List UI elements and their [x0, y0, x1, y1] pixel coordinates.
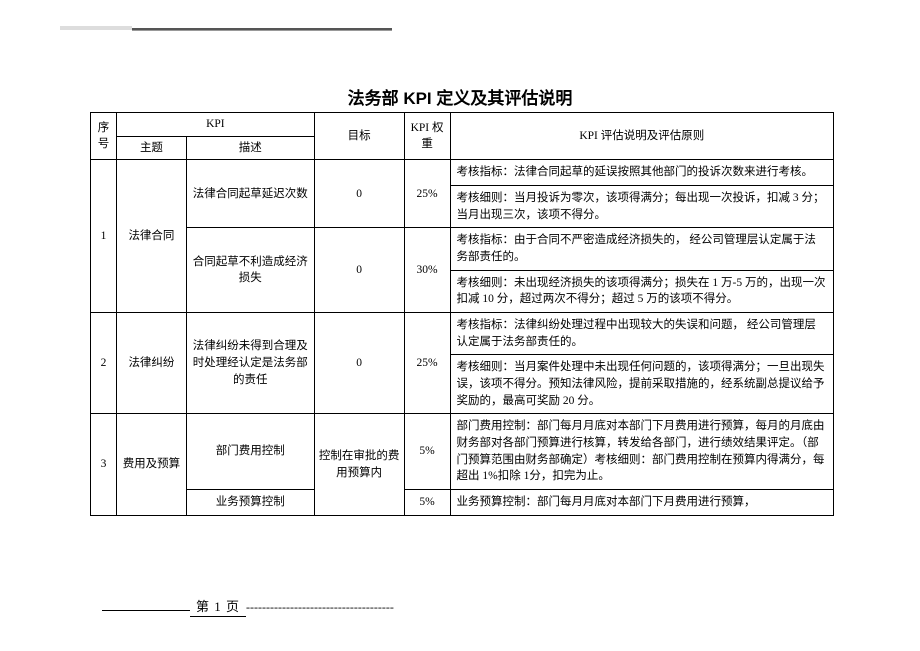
footer-leading-line	[102, 610, 190, 611]
cell-weight: 25%	[404, 160, 450, 228]
header-divider	[132, 28, 392, 31]
page-number: 第 1 页	[190, 596, 246, 617]
table-header-row-1: 序号 KPI 目标 KPI 权重 KPI 评估说明及评估原则	[91, 113, 834, 137]
col-topic-header: 主题	[116, 136, 186, 160]
cell-goal: 控制在审批的费用预算内	[314, 414, 404, 515]
table-row: 3 费用及预算 部门费用控制 控制在审批的费用预算内 5% 部门费用控制：部门每…	[91, 414, 834, 490]
cell-seq: 3	[91, 414, 117, 515]
table-row: 2 法律纠纷 法律纠纷未得到合理及时处理经认定是法务部的责任 0 25% 考核指…	[91, 313, 834, 355]
cell-note: 考核指标：法律合同起草的延误按照其他部门的投诉次数来进行考核。	[450, 160, 833, 186]
col-seq-header: 序号	[91, 113, 117, 160]
cell-note: 业务预算控制：部门每月月底对本部门下月费用进行预算，	[450, 490, 833, 516]
col-weight-header: KPI 权重	[404, 113, 450, 160]
cell-weight: 5%	[404, 490, 450, 516]
cell-topic: 法律合同	[116, 160, 186, 313]
cell-note: 考核指标：法律纠纷处理过程中出现较大的失误和问题， 经公司管理层认定属于法务部责…	[450, 313, 833, 355]
cell-weight: 30%	[404, 228, 450, 313]
col-kpi-header: KPI	[116, 113, 314, 137]
cell-desc: 合同起草不利造成经济损失	[186, 228, 314, 313]
table-row: 1 法律合同 法律合同起草延迟次数 0 25% 考核指标：法律合同起草的延误按照…	[91, 160, 834, 186]
cell-desc: 业务预算控制	[186, 490, 314, 516]
page-footer: 第 1 页 ----------------------------------…	[102, 596, 532, 617]
col-notes-header: KPI 评估说明及评估原则	[450, 113, 833, 160]
cell-goal: 0	[314, 160, 404, 228]
page-title: 法务部 KPI 定义及其评估说明	[0, 84, 920, 109]
cell-goal: 0	[314, 313, 404, 414]
cell-desc: 部门费用控制	[186, 414, 314, 490]
table-row: 合同起草不利造成经济损失 0 30% 考核指标：由于合同不严密造成经济损失的， …	[91, 228, 834, 270]
cell-goal: 0	[314, 228, 404, 313]
cell-note: 部门费用控制：部门每月月底对本部门下月费用进行预算，每月的月底由财务部对各部门预…	[450, 414, 833, 490]
col-desc-header: 描述	[186, 136, 314, 160]
cell-seq: 2	[91, 313, 117, 414]
kpi-table: 序号 KPI 目标 KPI 权重 KPI 评估说明及评估原则 主题 描述 1 法…	[90, 112, 834, 516]
col-goal-header: 目标	[314, 113, 404, 160]
cell-note: 考核细则：当月案件处理中未出现任何问题的，该项得满分；一旦出现失误，该项不得分。…	[450, 355, 833, 414]
cell-topic: 法律纠纷	[116, 313, 186, 414]
cell-note: 考核细则：未出现经济损失的该项得满分；损失在 1 万-5 万的，出现一次扣减 1…	[450, 270, 833, 312]
cell-seq: 1	[91, 160, 117, 313]
cell-note: 考核细则：当月投诉为零次，该项得满分；每出现一次投诉，扣减 3 分； 当月出现三…	[450, 186, 833, 228]
cell-desc: 法律纠纷未得到合理及时处理经认定是法务部的责任	[186, 313, 314, 414]
cell-weight: 25%	[404, 313, 450, 414]
footer-trailing-dashes: -------------------------------------	[246, 600, 394, 615]
cell-weight: 5%	[404, 414, 450, 490]
cell-desc: 法律合同起草延迟次数	[186, 160, 314, 228]
cell-note: 考核指标：由于合同不严密造成经济损失的， 经公司管理层认定属于法务部责任的。	[450, 228, 833, 270]
header-gray-bar	[60, 26, 132, 30]
table-row: 业务预算控制 5% 业务预算控制：部门每月月底对本部门下月费用进行预算，	[91, 490, 834, 516]
cell-topic: 费用及预算	[116, 414, 186, 515]
